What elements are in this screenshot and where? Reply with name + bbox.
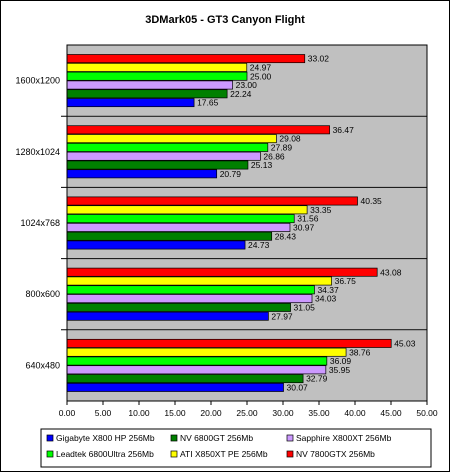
plot-area: 33.0224.9725.0023.0022.2417.651600x12003… — [15, 44, 438, 418]
bar — [66, 231, 273, 241]
data-label: 33.02 — [308, 54, 330, 64]
bar — [66, 54, 306, 64]
legend-box — [40, 428, 432, 468]
legend-label: Leadtek 6800Ultra 256Mb — [56, 449, 154, 459]
legend-label: NV 7800GTX 256Mb — [296, 449, 375, 459]
data-label: 34.37 — [317, 285, 339, 295]
x-tick-label: 30.00 — [272, 408, 294, 418]
data-label: 20.79 — [220, 169, 242, 179]
x-tick-label: 35.00 — [308, 408, 330, 418]
data-label: 36.47 — [333, 125, 355, 135]
legend-label: Sapphire X800XT 256Mb — [296, 433, 392, 443]
data-label: 33.35 — [310, 205, 332, 215]
data-label: 31.56 — [297, 214, 319, 224]
data-label: 25.00 — [250, 71, 272, 81]
data-label: 28.43 — [275, 231, 297, 241]
data-label: 27.97 — [271, 311, 293, 321]
data-label: 22.24 — [230, 89, 252, 99]
data-label: 29.08 — [279, 134, 301, 144]
data-label: 38.76 — [349, 347, 371, 357]
data-label: 36.09 — [330, 356, 352, 366]
bar — [66, 365, 327, 375]
bar — [66, 374, 304, 384]
bar — [66, 311, 269, 321]
data-label: 27.89 — [271, 143, 293, 153]
bar — [66, 214, 295, 224]
bar — [66, 222, 291, 232]
legend-label: NV 6800GT 256Mb — [180, 433, 253, 443]
bar — [66, 276, 332, 286]
legend-swatch — [286, 434, 294, 442]
bar — [66, 294, 313, 304]
bar — [66, 89, 228, 99]
legend-swatch — [46, 450, 54, 458]
legend: Gigabyte X800 HP 256Mb NV 6800GT 256Mb Sap… — [40, 428, 432, 468]
bar — [66, 285, 315, 295]
bar — [66, 338, 392, 348]
data-label: 30.07 — [287, 383, 309, 393]
data-label: 43.08 — [380, 267, 402, 277]
category-label: 800x600 — [25, 289, 60, 299]
bar — [66, 382, 284, 392]
x-tick-label: 10.00 — [128, 408, 150, 418]
data-label: 23.00 — [236, 80, 258, 90]
data-label: 34.03 — [315, 294, 337, 304]
bar — [66, 142, 269, 152]
bar — [66, 80, 233, 90]
category-label: 1600x1200 — [15, 76, 60, 86]
legend-swatch — [46, 434, 54, 442]
bar — [66, 125, 330, 135]
x-tick-label: 50.00 — [416, 408, 438, 418]
x-tick-label: 15.00 — [164, 408, 186, 418]
x-tick-label: 40.00 — [344, 408, 366, 418]
data-label: 45.03 — [394, 339, 416, 349]
x-tick-label: 25.00 — [236, 408, 258, 418]
data-label: 24.73 — [248, 240, 270, 250]
data-label: 36.75 — [335, 276, 357, 286]
data-label: 25.13 — [251, 160, 273, 170]
bar — [66, 205, 308, 215]
category-label: 640x480 — [25, 360, 60, 370]
x-tick-label: 45.00 — [380, 408, 402, 418]
data-label: 26.86 — [263, 151, 285, 161]
bar — [66, 196, 358, 206]
data-label: 17.65 — [197, 98, 219, 108]
data-label: 31.05 — [294, 303, 316, 313]
data-label: 40.35 — [361, 196, 383, 206]
category-label: 1024x768 — [20, 218, 60, 228]
bar — [66, 302, 291, 312]
bar — [66, 151, 261, 161]
bar — [66, 62, 248, 72]
data-label: 32.79 — [306, 374, 328, 384]
bar — [66, 356, 328, 366]
data-label: 30.97 — [293, 223, 315, 233]
legend-swatch — [170, 450, 178, 458]
legend-label: ATI X850XT PE 256Mb — [180, 449, 268, 459]
category-label: 1280x1024 — [15, 147, 60, 157]
bar — [66, 98, 195, 108]
x-tick-label: 0.00 — [59, 408, 76, 418]
bar — [66, 71, 248, 81]
bar — [66, 347, 347, 357]
x-tick-label: 20.00 — [200, 408, 222, 418]
legend-label: Gigabyte X800 HP 256Mb — [56, 433, 155, 443]
legend-swatch — [286, 450, 294, 458]
bar — [66, 240, 246, 250]
bar — [66, 267, 378, 277]
bar — [66, 134, 277, 144]
bar — [66, 169, 218, 179]
bar — [66, 160, 249, 170]
data-label: 35.95 — [329, 365, 351, 375]
data-label: 24.97 — [250, 63, 272, 73]
x-tick-label: 5.00 — [95, 408, 112, 418]
chart-title: 3DMark05 - GT3 Canyon Flight — [145, 14, 305, 26]
legend-swatch — [170, 434, 178, 442]
